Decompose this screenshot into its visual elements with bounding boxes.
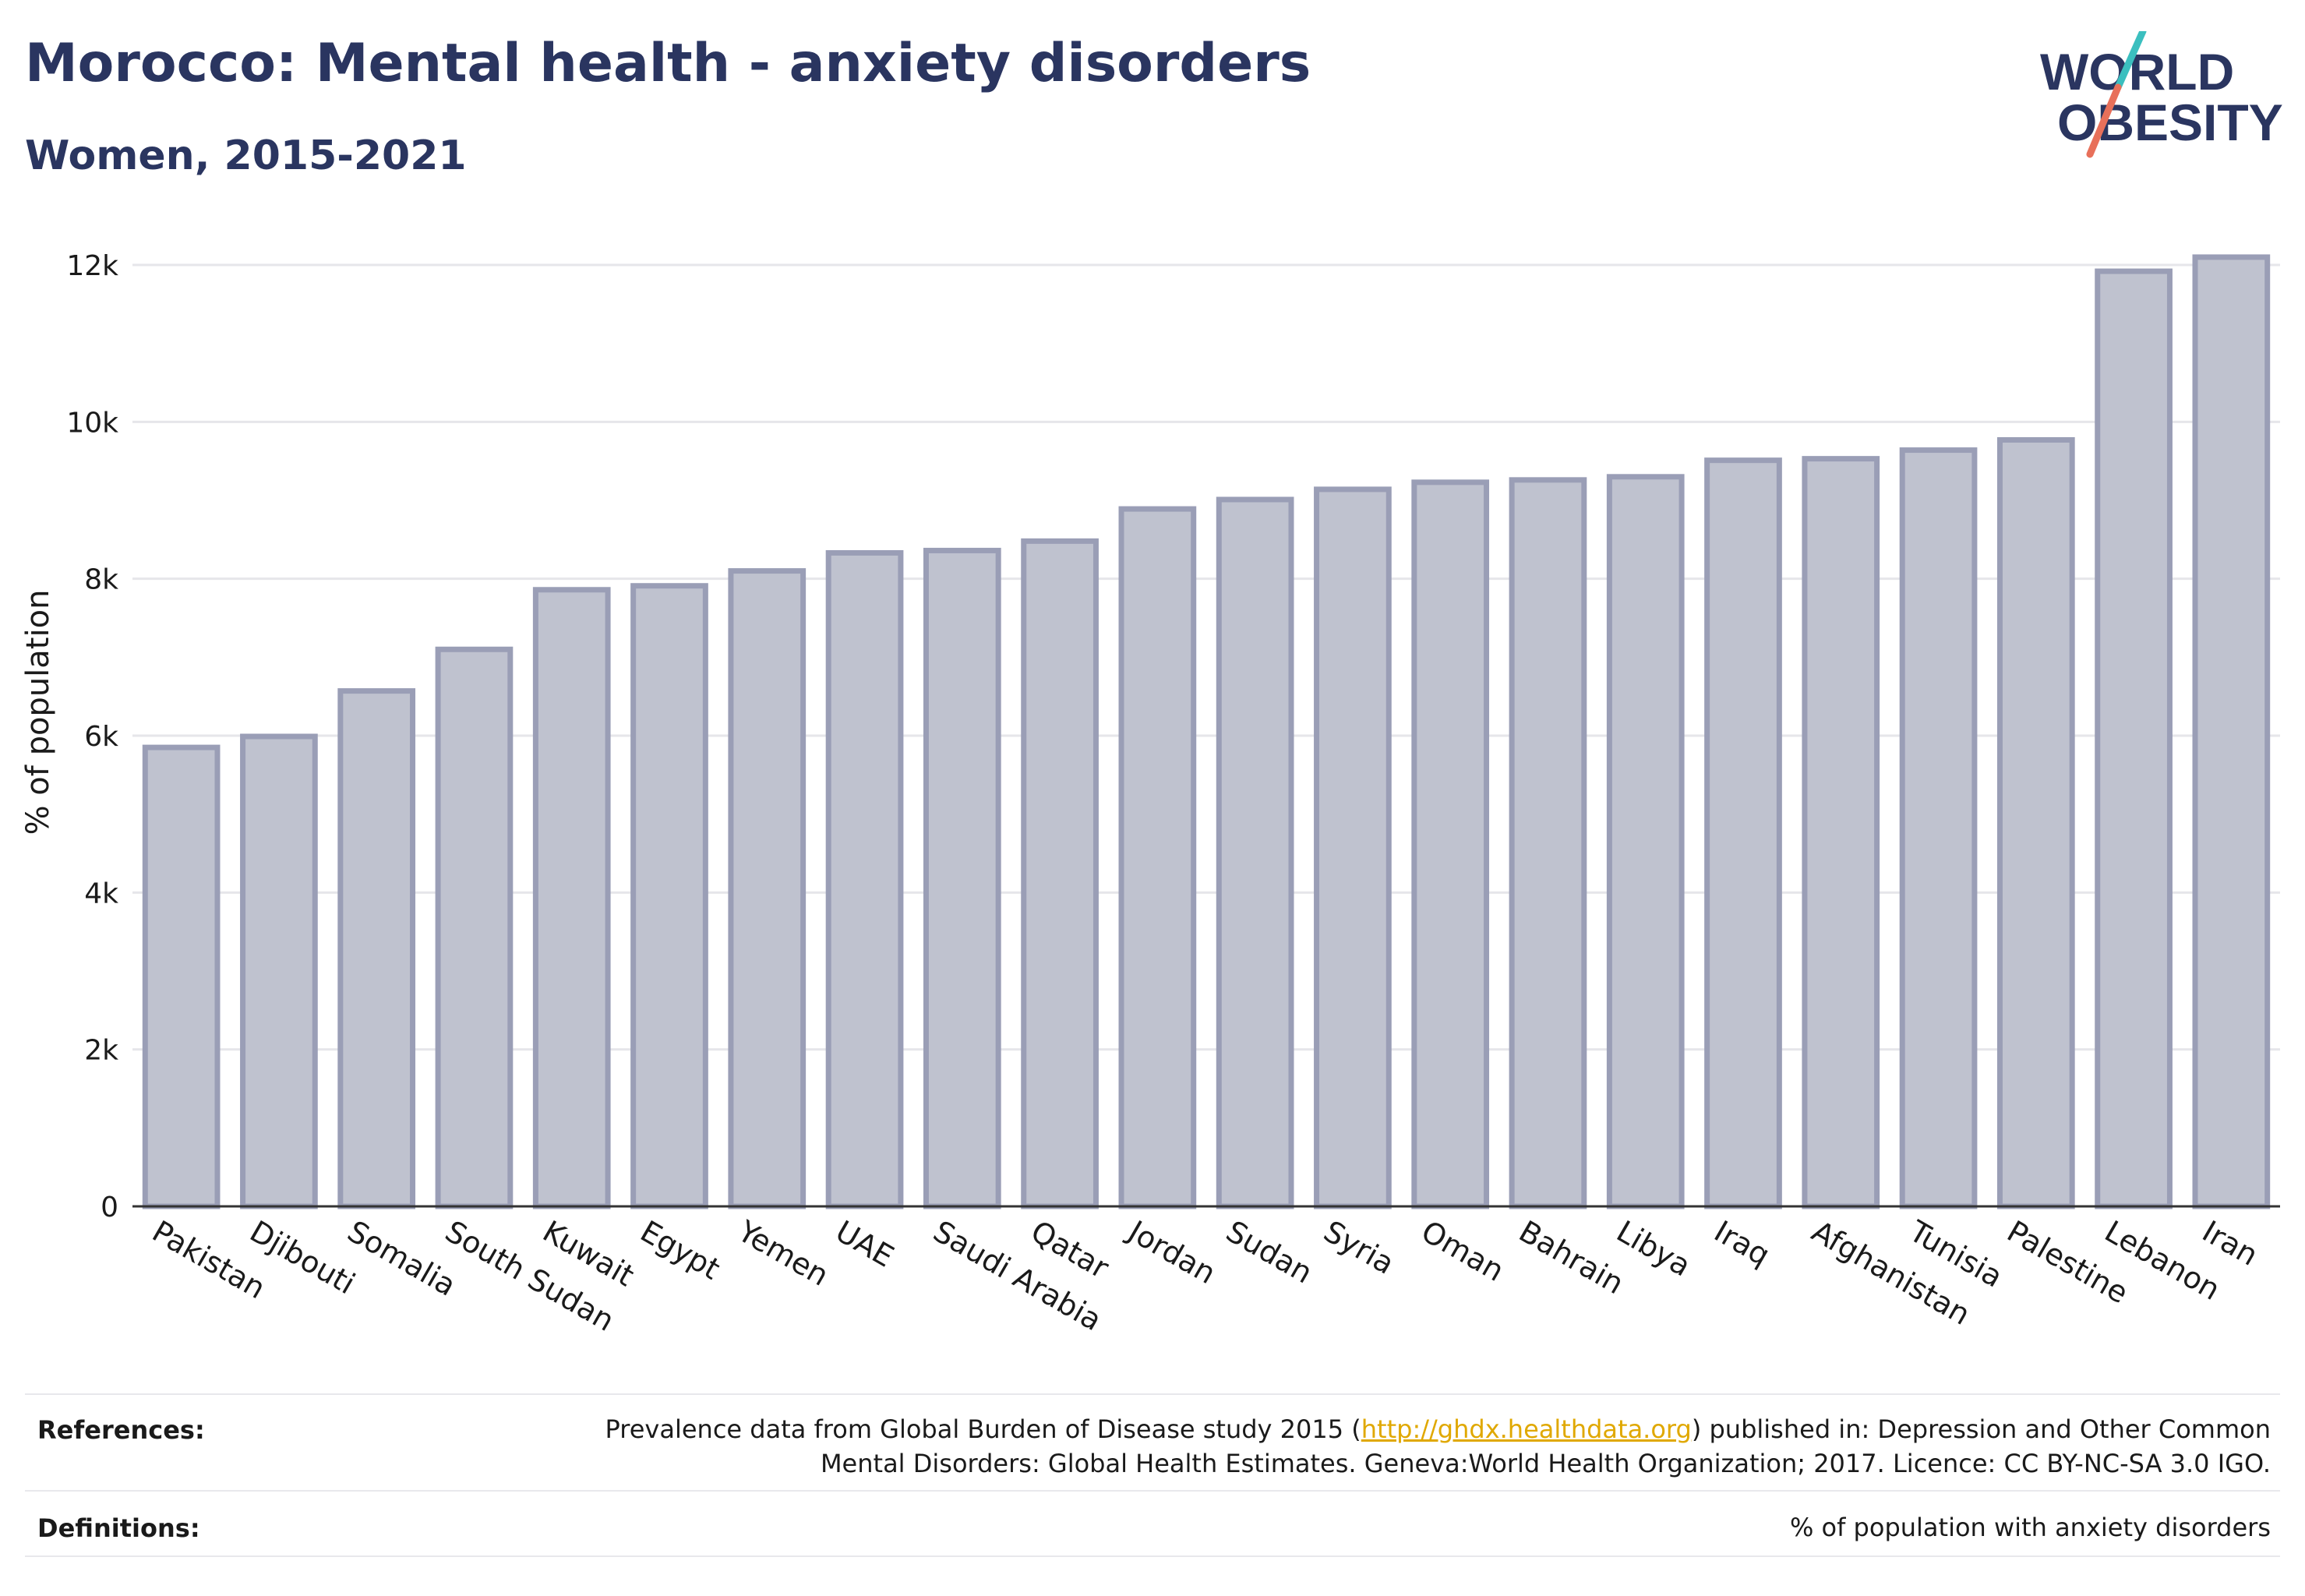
footer-divider-middle [25,1490,2280,1492]
references-line-2: Mental Disorders: Global Health Estimate… [820,1449,2271,1478]
bar [142,744,221,1209]
x-tick-label: Saudi Arabia [927,1214,1107,1338]
x-tick-label: Yemen [732,1213,835,1293]
x-tick-label: Somalia [342,1214,462,1303]
y-tick-labels: 0 2k 4k 6k 8k 10k 12k [66,250,118,1223]
bar [1704,457,1782,1209]
x-tick-label: Egypt [635,1214,726,1287]
bar [240,733,318,1209]
bar [1996,436,2075,1209]
references-suffix: ) published in: Depression and Other Com… [1691,1414,2271,1444]
y-tick-label: 2k [84,1035,118,1067]
definitions-label: Definitions: [37,1513,200,1543]
world-obesity-logo: WORLD OBESITY [2040,31,2283,158]
references-text: Prevalence data from Global Burden of Di… [605,1412,2271,1481]
bar [923,547,1001,1209]
bar [825,549,904,1209]
bar [1509,477,1587,1209]
references-line-1: Prevalence data from Global Burden of Di… [605,1412,2271,1446]
bar [1021,538,1099,1209]
bar [1216,496,1294,1209]
x-tick-label: Jordan [1121,1213,1221,1291]
bar [1411,479,1490,1209]
references-prefix: Prevalence data from Global Burden of Di… [605,1414,1361,1444]
x-tick-label: Bahrain [1513,1214,1629,1301]
references-link[interactable]: http://ghdx.healthdata.org [1361,1414,1692,1444]
x-tick-label: Pakistan [146,1214,271,1306]
footer-divider-top [25,1393,2280,1395]
x-tick-label: Iraq [1709,1214,1776,1273]
logo-slash-teal [2114,31,2147,91]
bar [728,568,807,1209]
bar [1802,456,1880,1209]
y-tick-label: 8k [84,564,118,596]
bar [1118,506,1197,1209]
definitions-text: % of population with anxiety disorders [1789,1513,2271,1542]
y-tick-label: 10k [66,407,118,439]
x-tick-label: Syria [1318,1214,1400,1281]
y-tick-label: 12k [66,250,118,282]
x-tick-label: South Sudan [439,1214,620,1338]
y-tick-label: 0 [101,1192,118,1223]
y-axis-label: % of population [20,590,56,835]
y-tick-label: 4k [84,877,118,909]
bar [1314,486,1392,1209]
bar [1899,447,1978,1209]
x-tick-label: Iran [2197,1214,2264,1273]
x-tick-label: Sudan [1220,1214,1318,1291]
bar [1606,474,1685,1209]
y-tick-label: 6k [84,721,118,753]
x-tick-label: UAE [830,1214,899,1274]
logo-slash-coral [2086,83,2122,158]
bar [2192,254,2271,1209]
references-label: References: [37,1415,205,1445]
chart-subtitle: Women, 2015-2021 [25,132,467,179]
x-tick-label: Oman [1416,1214,1510,1288]
bar [2095,268,2173,1209]
bar [337,688,416,1209]
bar [532,587,611,1209]
bar-chart: 0 2k 4k 6k 8k 10k 12k PakistanDjiboutiSomaliaS… [20,250,2280,1338]
bar [630,583,708,1209]
footer-divider-bottom [25,1555,2280,1557]
bar [435,646,514,1209]
bars [142,254,2271,1209]
chart-title: Morocco: Mental health - anxiety disorde… [25,33,1311,94]
